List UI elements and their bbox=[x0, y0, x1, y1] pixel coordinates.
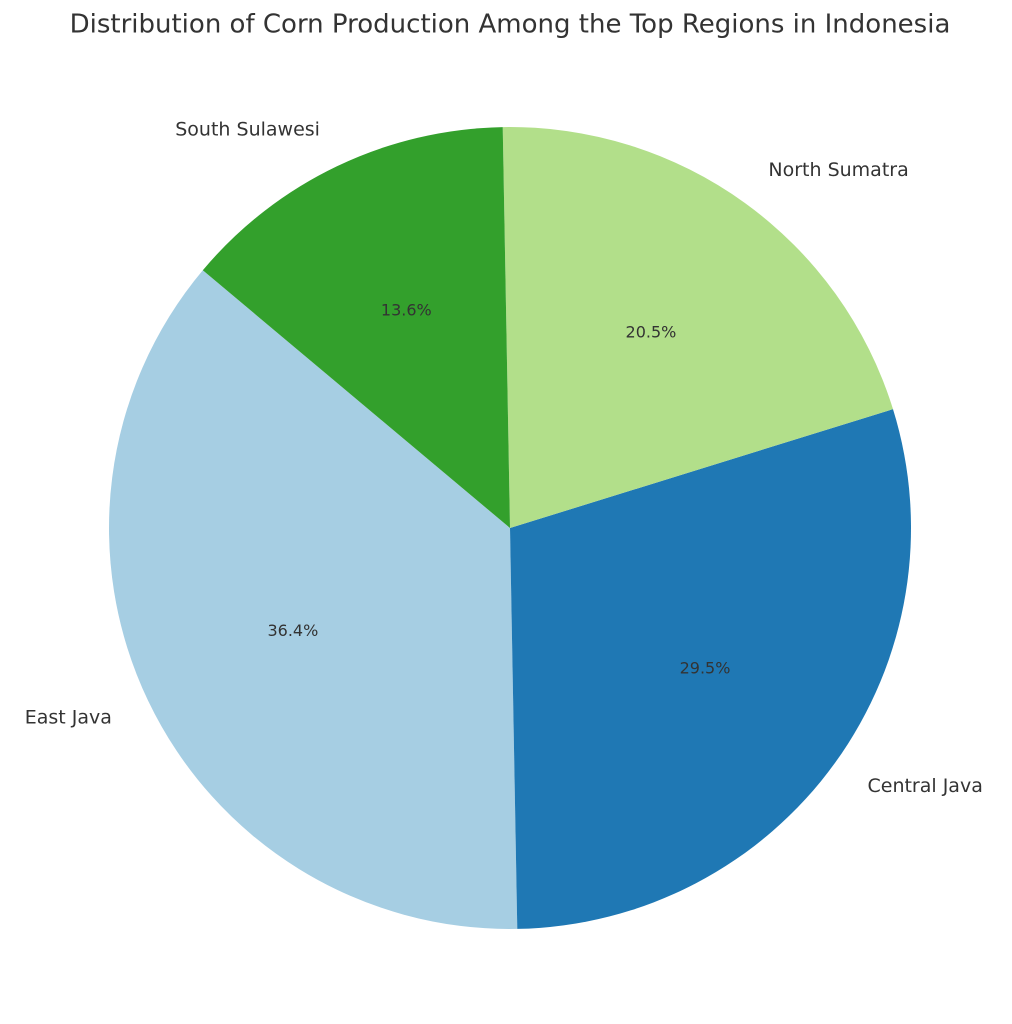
slice-label: East Java bbox=[25, 707, 112, 729]
value-label: 36.4% bbox=[267, 621, 318, 640]
value-label: 13.6% bbox=[381, 300, 432, 319]
chart-title: Distribution of Corn Production Among th… bbox=[70, 10, 951, 40]
pie-slice bbox=[510, 409, 912, 929]
slice-label: South Sulawesi bbox=[175, 118, 320, 140]
pie-slice bbox=[202, 127, 511, 529]
value-label: 29.5% bbox=[680, 658, 731, 677]
pie-slice bbox=[502, 126, 893, 529]
slice-label: Central Java bbox=[867, 775, 982, 797]
slice-label: North Sumatra bbox=[768, 159, 908, 181]
pie-slice bbox=[108, 270, 518, 930]
value-label: 20.5% bbox=[626, 323, 677, 342]
